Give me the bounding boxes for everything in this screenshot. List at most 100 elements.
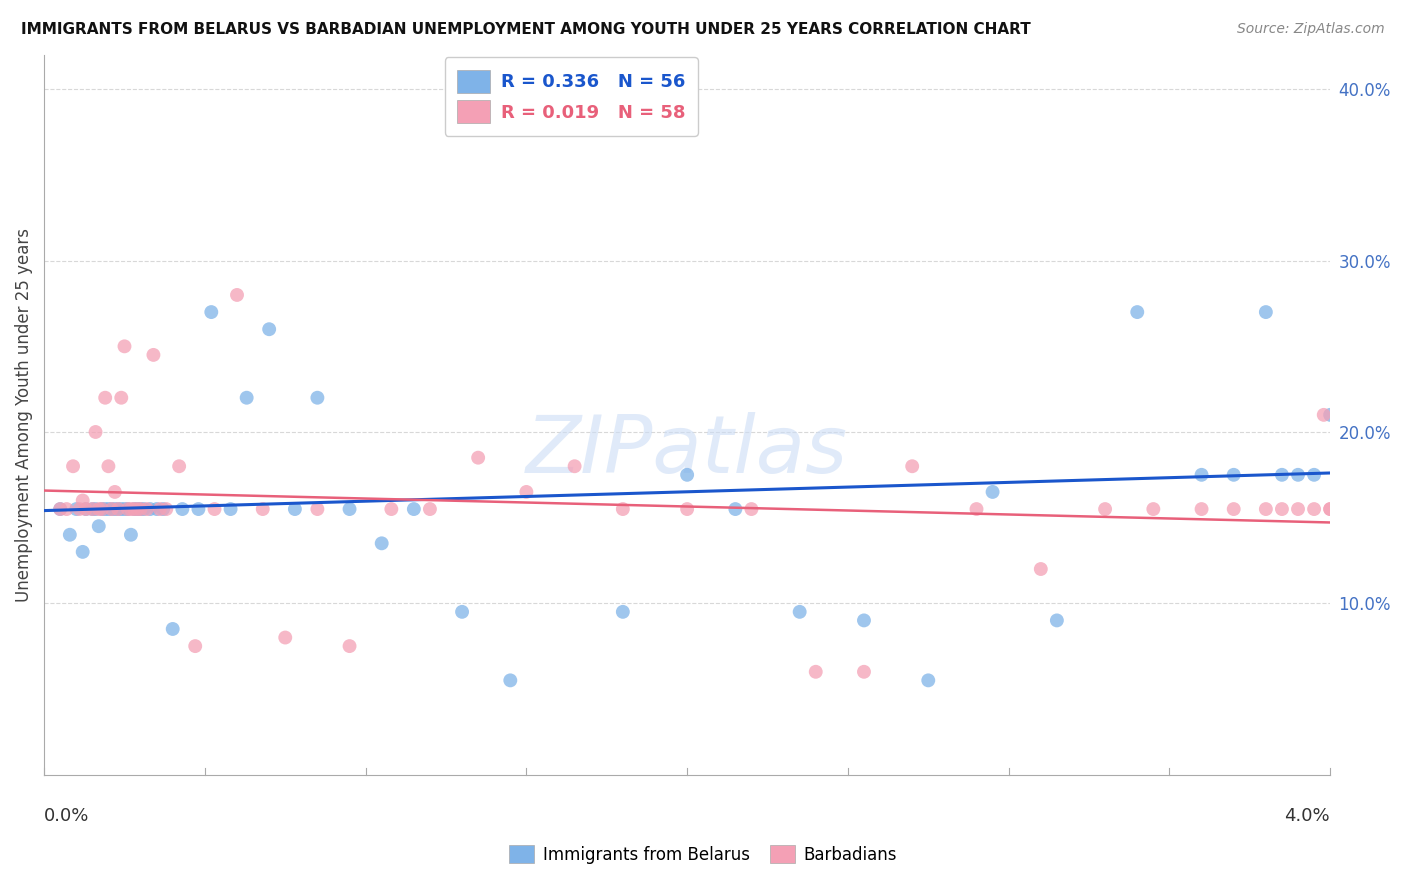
Point [1126,305,1149,319]
Y-axis label: Unemployment Among Youth under 25 years: Unemployment Among Youth under 25 years [15,227,32,602]
Point [82,502,104,516]
Text: IMMIGRANTS FROM BELARUS VS BARBADIAN UNEMPLOYMENT AMONG YOUTH UNDER 25 YEARS COR: IMMIGRANTS FROM BELARUS VS BARBADIAN UNE… [21,22,1031,37]
Point [122,502,145,516]
Point [852,665,875,679]
Point [59,528,82,542]
Point [1254,305,1277,319]
Point [499,673,522,688]
Point [62,459,84,474]
Point [100,502,122,516]
Point [724,502,747,516]
Point [1046,614,1069,628]
Point [252,502,274,516]
Point [72,493,94,508]
Point [917,673,939,688]
Point [257,322,280,336]
Text: 0.0%: 0.0% [44,807,90,825]
Point [284,502,307,516]
Point [612,605,634,619]
Point [127,502,149,516]
Point [155,502,177,516]
Point [122,502,145,516]
Point [94,391,117,405]
Point [127,502,149,516]
Point [87,502,110,516]
Point [219,502,242,516]
Point [1303,467,1326,482]
Point [49,502,72,516]
Point [94,502,117,516]
Point [107,502,129,516]
Point [75,502,97,516]
Legend: R = 0.336   N = 56, R = 0.019   N = 58: R = 0.336 N = 56, R = 0.019 N = 58 [444,57,697,136]
Point [564,459,586,474]
Point [117,502,139,516]
Point [235,391,257,405]
Point [1142,502,1164,516]
Point [1191,467,1213,482]
Text: 4.0%: 4.0% [1285,807,1330,825]
Point [72,545,94,559]
Point [100,502,122,516]
Point [120,528,142,542]
Point [187,502,209,516]
Point [84,425,107,439]
Point [676,467,699,482]
Text: ZIPatlas: ZIPatlas [526,412,848,490]
Point [226,288,249,302]
Point [200,305,222,319]
Point [1303,502,1326,516]
Point [91,502,114,516]
Point [69,502,91,516]
Point [1319,502,1341,516]
Point [1286,502,1309,516]
Point [145,502,167,516]
Point [117,502,139,516]
Point [97,459,120,474]
Point [104,502,127,516]
Point [740,502,762,516]
Point [162,622,184,636]
Point [1094,502,1116,516]
Point [1029,562,1052,576]
Point [612,502,634,516]
Point [107,502,129,516]
Point [82,502,104,516]
Point [1191,502,1213,516]
Point [515,485,537,500]
Point [204,502,226,516]
Point [402,502,425,516]
Point [132,502,155,516]
Point [380,502,402,516]
Point [274,631,297,645]
Point [167,459,190,474]
Point [104,485,127,500]
Point [419,502,441,516]
Point [981,485,1004,500]
Point [1254,502,1277,516]
Point [114,502,136,516]
Point [564,117,586,131]
Point [87,519,110,533]
Point [676,502,699,516]
Point [136,502,159,516]
Point [1286,467,1309,482]
Point [110,502,132,516]
Point [804,665,827,679]
Point [97,502,120,516]
Point [1319,408,1341,422]
Point [152,502,174,516]
Text: Source: ZipAtlas.com: Source: ZipAtlas.com [1237,22,1385,37]
Point [339,502,361,516]
Point [65,502,87,516]
Point [451,605,474,619]
Point [75,502,97,516]
Point [339,639,361,653]
Legend: Immigrants from Belarus, Barbadians: Immigrants from Belarus, Barbadians [503,838,903,871]
Point [1319,502,1341,516]
Point [467,450,489,465]
Point [1312,408,1334,422]
Point [114,339,136,353]
Point [184,639,207,653]
Point [129,502,152,516]
